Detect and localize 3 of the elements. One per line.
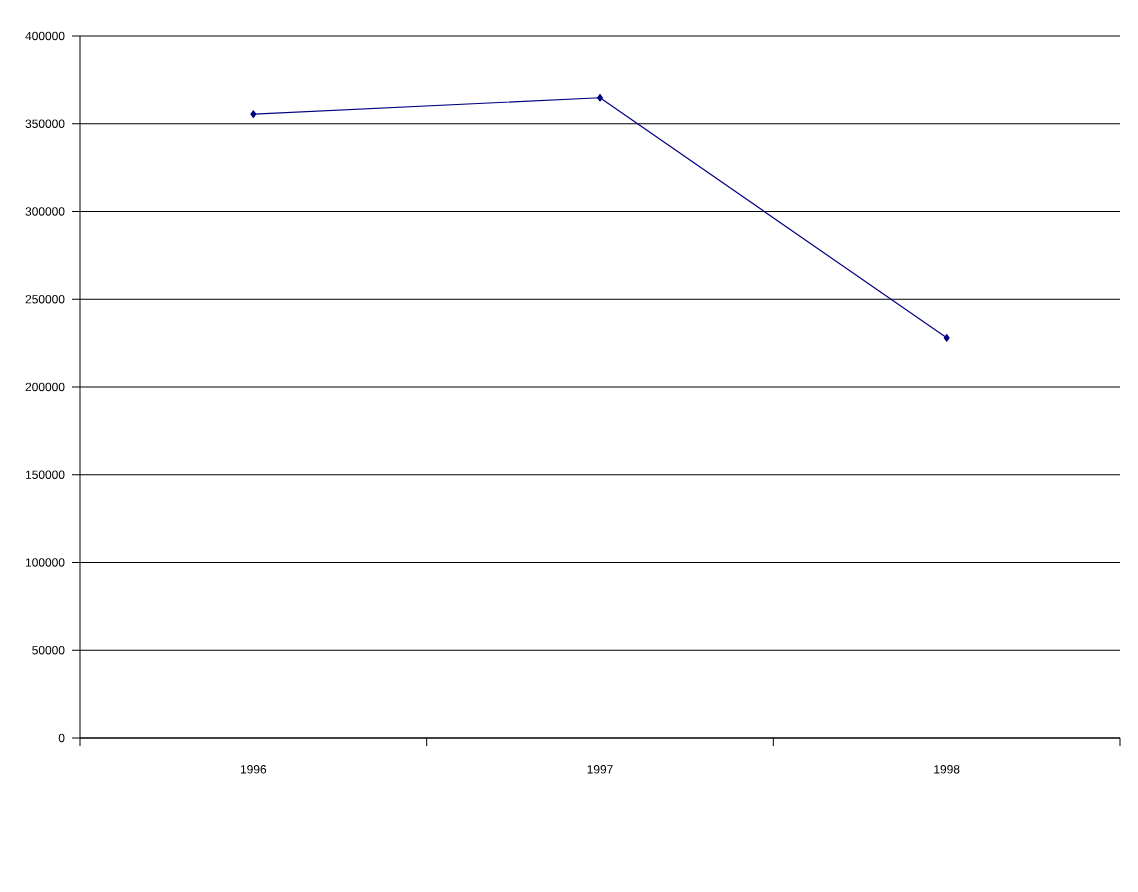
point xyxy=(250,110,257,118)
point xyxy=(597,93,603,102)
point xyxy=(943,334,950,342)
